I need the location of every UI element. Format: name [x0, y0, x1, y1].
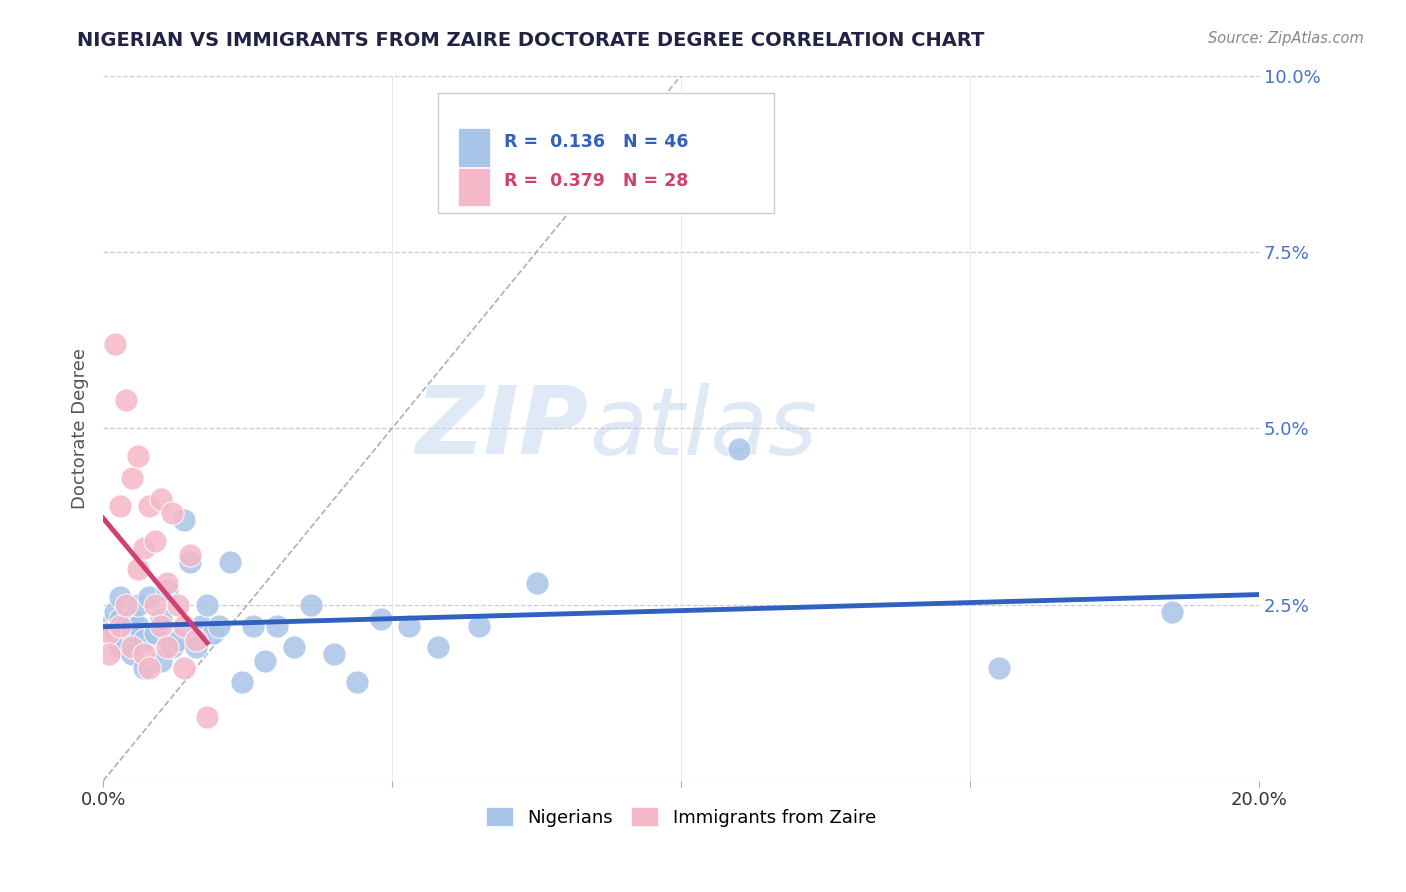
Point: [104, 336, 127, 351]
Point: [143, 534, 166, 549]
Point: [127, 618, 149, 632]
Point: [156, 576, 179, 591]
Point: [110, 499, 132, 513]
Point: [231, 675, 253, 690]
Text: atlas: atlas: [589, 383, 817, 474]
Point: [190, 618, 212, 632]
Point: [162, 640, 184, 654]
Legend: Nigerians, Immigrants from Zaire: Nigerians, Immigrants from Zaire: [479, 799, 883, 834]
Text: ZIP: ZIP: [416, 382, 589, 475]
Text: NIGERIAN VS IMMIGRANTS FROM ZAIRE DOCTORATE DEGREE CORRELATION CHART: NIGERIAN VS IMMIGRANTS FROM ZAIRE DOCTOR…: [77, 31, 984, 50]
Point: [156, 583, 179, 598]
Point: [988, 661, 1011, 675]
Point: [138, 499, 160, 513]
Point: [143, 598, 166, 612]
Text: R =  0.379   N = 28: R = 0.379 N = 28: [505, 172, 689, 190]
Point: [266, 618, 288, 632]
Point: [127, 450, 149, 464]
Point: [149, 612, 172, 626]
Point: [132, 632, 155, 647]
Point: [110, 618, 132, 632]
Text: R =  0.136   N = 46: R = 0.136 N = 46: [505, 133, 689, 151]
Point: [127, 562, 149, 576]
Point: [526, 576, 548, 591]
Point: [468, 618, 491, 632]
Point: [132, 661, 155, 675]
Point: [398, 618, 420, 632]
Point: [167, 632, 190, 647]
FancyBboxPatch shape: [458, 128, 491, 167]
Point: [299, 598, 322, 612]
Point: [253, 654, 276, 668]
Point: [173, 618, 195, 632]
Point: [346, 675, 368, 690]
Point: [201, 625, 224, 640]
Point: [184, 640, 207, 654]
Point: [179, 555, 201, 569]
Point: [162, 506, 184, 520]
Point: [728, 442, 751, 457]
Point: [173, 513, 195, 527]
Point: [110, 591, 132, 605]
Point: [184, 632, 207, 647]
Text: Source: ZipAtlas.com: Source: ZipAtlas.com: [1208, 31, 1364, 46]
Point: [195, 710, 218, 724]
Point: [323, 647, 346, 661]
Point: [195, 598, 218, 612]
Point: [149, 618, 172, 632]
Point: [138, 591, 160, 605]
Y-axis label: Doctorate Degree: Doctorate Degree: [72, 348, 89, 508]
Point: [121, 625, 143, 640]
FancyBboxPatch shape: [458, 168, 491, 206]
Point: [121, 612, 143, 626]
Point: [97, 647, 120, 661]
Point: [115, 392, 138, 407]
Point: [138, 661, 160, 675]
Point: [97, 618, 120, 632]
Point: [97, 625, 120, 640]
Point: [127, 598, 149, 612]
Point: [149, 654, 172, 668]
Point: [110, 640, 132, 654]
Point: [115, 618, 138, 632]
Point: [283, 640, 305, 654]
Point: [427, 640, 450, 654]
Point: [132, 647, 155, 661]
Point: [143, 625, 166, 640]
Point: [121, 647, 143, 661]
Point: [370, 612, 392, 626]
Point: [132, 541, 155, 555]
Point: [208, 618, 231, 632]
Point: [179, 548, 201, 562]
Point: [242, 618, 264, 632]
Point: [121, 640, 143, 654]
Point: [173, 661, 195, 675]
FancyBboxPatch shape: [439, 93, 773, 213]
Point: [156, 640, 179, 654]
Point: [115, 598, 138, 612]
Point: [167, 598, 190, 612]
Point: [104, 605, 127, 619]
Point: [149, 491, 172, 506]
Point: [121, 470, 143, 484]
Point: [1161, 605, 1184, 619]
Point: [104, 625, 127, 640]
Point: [115, 632, 138, 647]
Point: [219, 555, 242, 569]
Point: [110, 612, 132, 626]
